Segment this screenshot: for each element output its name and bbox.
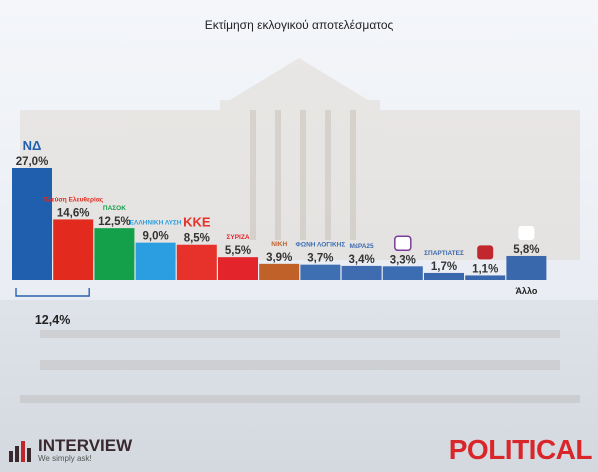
bar-7 bbox=[259, 263, 300, 280]
bar-5 bbox=[176, 244, 217, 280]
value-label-3: 12,5% bbox=[98, 216, 131, 228]
party-logo-12 bbox=[477, 245, 494, 260]
party-logo-10 bbox=[394, 235, 412, 252]
value-label-12: 1,1% bbox=[472, 263, 498, 275]
party-logo-6: ΣΥΡΙΖΑ bbox=[226, 234, 249, 241]
interview-brand: INTERVIEW bbox=[38, 436, 133, 455]
party-logo-4: ΕΛΛΗΝΙΚΗ ΛΥΣΗ bbox=[130, 220, 182, 227]
bar-10 bbox=[382, 266, 423, 280]
party-logo-8: ΦΩΝΗ ΛΟΓΙΚΗΣ bbox=[296, 242, 346, 249]
value-label-2: 14,6% bbox=[57, 207, 90, 219]
interview-bars-icon bbox=[9, 440, 31, 462]
bar-6 bbox=[218, 257, 258, 280]
bar-9 bbox=[341, 265, 382, 280]
value-label-13: 5,8% bbox=[513, 244, 539, 256]
value-label-6: 5,5% bbox=[225, 245, 251, 257]
bar-13 bbox=[506, 255, 547, 280]
value-label-8: 3,7% bbox=[307, 253, 333, 265]
value-label-10: 3,3% bbox=[390, 254, 416, 266]
party-logo-13 bbox=[518, 225, 535, 240]
value-label-9: 3,4% bbox=[348, 254, 374, 266]
value-label-5: 8,5% bbox=[184, 233, 210, 245]
page-title: Εκτίμηση εκλογικού αποτελέσματος bbox=[204, 18, 394, 32]
bar-4 bbox=[135, 242, 176, 280]
value-label-4: 9,0% bbox=[142, 231, 168, 243]
combined-bracket bbox=[15, 288, 90, 297]
interview-tagline: We simply ask! bbox=[38, 454, 92, 463]
bar-8 bbox=[300, 264, 341, 280]
value-label-11: 1,7% bbox=[431, 261, 457, 273]
party-logo-2: Πλεύση Ελευθερίας bbox=[43, 195, 104, 203]
bar-1 bbox=[12, 168, 52, 280]
party-logo-1: ΝΔ bbox=[23, 138, 42, 153]
value-label-1: 27,0% bbox=[16, 156, 49, 168]
bar-2 bbox=[53, 219, 94, 280]
bar-3 bbox=[94, 228, 135, 280]
party-logo-5: ΚΚΕ bbox=[183, 215, 211, 230]
bar-12 bbox=[465, 275, 506, 280]
party-logo-3: ΠΑΣΟΚ bbox=[103, 205, 126, 212]
party-logo-11: ΣΠΑΡΤΙΑΤΕΣ bbox=[424, 250, 464, 257]
party-logo-7: ΝΙΚΗ bbox=[271, 241, 287, 248]
value-label-7: 3,9% bbox=[266, 252, 292, 264]
combined-label: 12,4% bbox=[35, 313, 70, 327]
axis-label-allo: Άλλο bbox=[515, 286, 537, 296]
bar-11 bbox=[424, 272, 464, 280]
interview-logo: INTERVIEW We simply ask! bbox=[8, 436, 132, 463]
party-logo-9: ΜέΡΑ25 bbox=[350, 243, 375, 250]
political-brand: POLITICAL bbox=[448, 434, 593, 465]
